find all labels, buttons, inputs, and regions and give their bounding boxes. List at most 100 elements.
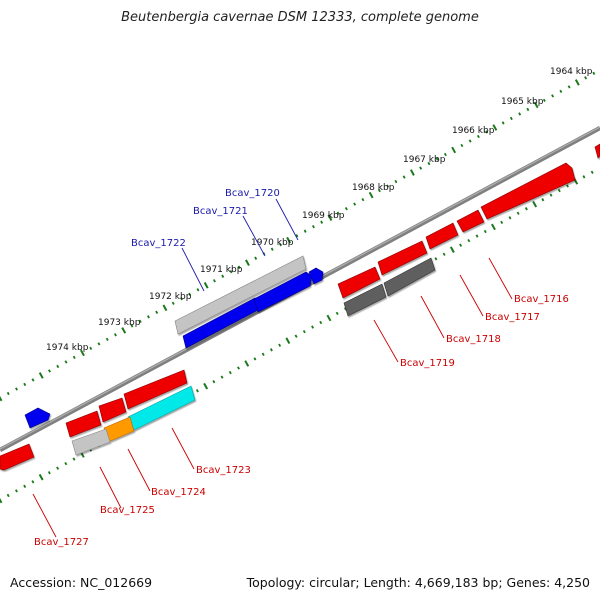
major-tick	[451, 146, 457, 154]
leader-bcav-1723	[171, 427, 195, 470]
gene-label-bcav-1721[interactable]: Bcav_1721	[193, 206, 248, 217]
gene-arrow-bcav-1716[interactable]	[480, 162, 576, 220]
minor-tick	[64, 461, 68, 466]
minor-tick	[320, 220, 324, 224]
minor-tick	[56, 466, 60, 470]
minor-tick	[508, 216, 512, 220]
minor-tick	[518, 112, 522, 116]
minor-tick	[443, 152, 447, 157]
minor-tick	[269, 348, 273, 352]
minor-tick	[312, 224, 315, 229]
leader-bcav-1717	[459, 274, 484, 317]
minor-tick	[220, 375, 224, 379]
minor-tick	[509, 116, 513, 121]
scale-label-1972: 1972 kbp	[149, 292, 192, 302]
gene-arrow-bcav-1720[interactable]	[308, 267, 324, 285]
minor-tick	[442, 252, 446, 256]
gene-label-bcav-1724[interactable]: Bcav_1724	[151, 487, 206, 498]
minor-tick	[105, 337, 109, 342]
minor-tick	[435, 157, 439, 161]
minor-tick	[31, 378, 35, 382]
leader-bcav-1721	[242, 215, 266, 257]
feature-grey-bcav-1722[interactable]	[174, 255, 307, 335]
gene-arrow-bcav-1725[interactable]	[65, 410, 102, 438]
gene-label-bcav-1718[interactable]: Bcav_1718	[446, 334, 501, 345]
major-tick	[162, 304, 168, 312]
gene-arrow-bcav-1717[interactable]	[456, 209, 485, 233]
major-tick	[121, 327, 127, 334]
minor-tick	[228, 370, 232, 375]
gene-label-bcav-1716[interactable]: Bcav_1716	[514, 294, 569, 305]
minor-tick	[524, 207, 528, 211]
gene-label-bcav-1723[interactable]: Bcav_1723	[196, 465, 251, 476]
scale-label-1974: 1974 kbp	[46, 343, 89, 353]
scale-label-1967: 1967 kbp	[403, 155, 446, 165]
feature-grey-bcav-1725[interactable]	[71, 428, 111, 456]
minor-tick	[97, 342, 101, 346]
major-tick	[326, 314, 332, 322]
gene-arrow-bcav-1723[interactable]	[123, 369, 188, 410]
minor-tick	[592, 71, 596, 76]
minor-tick	[196, 288, 200, 292]
minor-tick	[72, 355, 76, 360]
leader-bcav-1722	[181, 247, 205, 292]
gene-label-bcav-1719[interactable]: Bcav_1719	[400, 358, 455, 369]
scale-label-1965: 1965 kbp	[501, 97, 544, 107]
minor-tick	[459, 243, 463, 247]
gene-label-bcav-1725[interactable]: Bcav_1725	[100, 505, 155, 516]
minor-tick	[475, 234, 479, 238]
minor-tick	[6, 391, 10, 396]
leader-bcav-1720	[275, 198, 299, 241]
major-tick	[286, 236, 292, 244]
minor-tick	[64, 360, 68, 364]
gene-arrow-bcav-1721[interactable]	[253, 271, 313, 313]
feature-darkgrey-bcav-1719[interactable]	[343, 283, 387, 317]
minor-tick	[23, 484, 27, 489]
minor-tick	[582, 175, 586, 179]
gene-label-bcav-1720[interactable]: Bcav_1720	[225, 188, 280, 199]
minor-tick	[402, 175, 406, 179]
minor-tick	[460, 143, 464, 148]
forward-strand-genes	[24, 267, 324, 429]
forward-strand-other	[174, 255, 307, 335]
minor-tick	[467, 238, 471, 243]
minor-tick	[213, 279, 216, 283]
minor-tick	[302, 329, 306, 334]
minor-tick	[253, 357, 257, 361]
gene-arrow-bcav-1718[interactable]	[425, 222, 459, 250]
gene-arrow-left-blue[interactable]	[24, 407, 51, 429]
gene-label-bcav-1727[interactable]: Bcav_1727	[34, 537, 89, 548]
gene-arrow-bcav-1719-b[interactable]	[337, 266, 381, 299]
gene-label-bcav-1722[interactable]: Bcav_1722	[131, 238, 186, 249]
minor-tick	[48, 369, 51, 373]
gene-arrow-bcav-1727[interactable]	[0, 443, 35, 471]
minor-tick	[89, 346, 93, 351]
gene-arrow-bcav-1719[interactable]	[377, 240, 428, 276]
gene-arrow-bcav-1716-tail[interactable]	[594, 143, 600, 159]
minor-tick	[549, 193, 553, 197]
gene-arrow-bcav-1724[interactable]	[98, 397, 127, 423]
minor-tick	[261, 352, 265, 357]
leader-bcav-1724	[127, 448, 151, 492]
feature-darkgrey-bcav-1718[interactable]	[383, 257, 436, 297]
gene-labels: Bcav_1720 Bcav_1721 Bcav_1722 Bcav_1716 …	[34, 188, 569, 548]
minor-tick	[270, 247, 274, 251]
leader-bcav-1719	[373, 319, 399, 363]
minor-tick	[501, 121, 505, 125]
minor-tick	[294, 334, 298, 338]
topology-summary: Topology: circular; Length: 4,669,183 bp…	[246, 575, 590, 590]
reverse-strand-other	[71, 257, 436, 456]
minor-tick	[155, 310, 159, 315]
minor-tick	[344, 206, 348, 211]
minor-tick	[483, 229, 487, 234]
minor-tick	[427, 161, 431, 166]
minor-tick	[377, 188, 381, 193]
major-tick	[533, 101, 539, 109]
major-tick	[80, 349, 85, 357]
minor-tick	[526, 107, 530, 112]
scale-label-1966: 1966 kbp	[452, 126, 495, 136]
minor-tick	[147, 315, 150, 319]
gene-label-bcav-1717[interactable]: Bcav_1717	[485, 312, 540, 323]
minor-tick	[130, 324, 134, 328]
